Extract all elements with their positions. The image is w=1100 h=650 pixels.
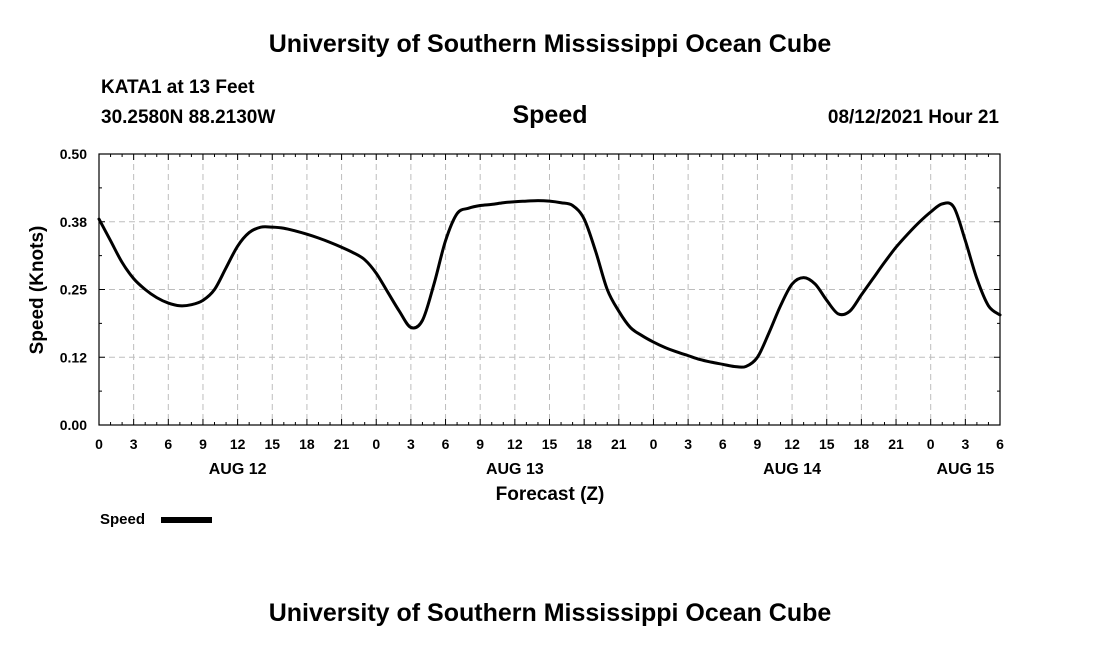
x-tick-label: 3 — [407, 436, 415, 452]
x-tick-label: 3 — [130, 436, 138, 452]
date-label: AUG 13 — [486, 461, 544, 478]
x-tick-label: 3 — [684, 436, 692, 452]
x-tick-label: 6 — [164, 436, 172, 452]
x-tick-label: 18 — [576, 436, 592, 452]
x-tick-label: 21 — [888, 436, 904, 452]
date-label: AUG 14 — [763, 461, 821, 478]
grid-layer — [99, 154, 1000, 425]
forecast-datetime: 08/12/2021 Hour 21 — [827, 107, 999, 128]
y-tick-label: 0.25 — [60, 282, 87, 298]
x-tick-label: 0 — [95, 436, 103, 452]
date-label: AUG 12 — [209, 461, 267, 478]
x-tick-label: 9 — [754, 436, 762, 452]
x-tick-label: 6 — [719, 436, 727, 452]
x-tick-label: 15 — [542, 436, 558, 452]
series-layer — [97, 199, 1002, 369]
x-tick-label: 6 — [442, 436, 450, 452]
x-tick-label: 15 — [264, 436, 280, 452]
x-tick-label: 21 — [611, 436, 627, 452]
x-axis-label: Forecast (Z) — [496, 484, 605, 505]
page-title: University of Southern Mississippi Ocean… — [268, 30, 832, 58]
x-tick-label: 12 — [784, 436, 800, 452]
x-tick-label: 6 — [996, 436, 1004, 452]
plot-frame — [98, 153, 1001, 426]
station-label: KATA1 at 13 Feet — [101, 77, 255, 98]
y-tick-label: 0.12 — [60, 349, 87, 365]
y-tick-label: 0.38 — [60, 214, 87, 230]
x-tick-label: 21 — [334, 436, 350, 452]
legend-label: Speed — [100, 511, 145, 528]
x-tick-label: 12 — [230, 436, 246, 452]
x-tick-label: 18 — [854, 436, 870, 452]
y-tick-label: 0.50 — [60, 146, 87, 162]
x-tick-label: 3 — [961, 436, 969, 452]
y-tick-label: 0.00 — [60, 417, 87, 433]
series-line-speed — [97, 199, 1002, 369]
chart-title: Speed — [512, 101, 588, 129]
x-tick-label: 9 — [199, 436, 207, 452]
x-tick-label: 12 — [507, 436, 523, 452]
x-tick-label: 0 — [372, 436, 380, 452]
axis-layer: 0 3 6 9 12 15 18 21 0 3 6 9 12 15 18 21 0 3 6 9 12 15 18 21 0 3 6 0… — [60, 146, 1004, 478]
x-tick-label: 9 — [476, 436, 484, 452]
x-tick-label: 0 — [927, 436, 935, 452]
x-tick-label: 15 — [819, 436, 835, 452]
x-tick-label: 18 — [299, 436, 315, 452]
y-axis-label: Speed (Knots) — [27, 226, 48, 355]
coordinates-label: 30.2580N 88.2130W — [101, 107, 276, 128]
x-tick-label: 0 — [650, 436, 658, 452]
date-label: AUG 15 — [936, 461, 994, 478]
footer-title: University of Southern Mississippi Ocean… — [268, 599, 832, 627]
